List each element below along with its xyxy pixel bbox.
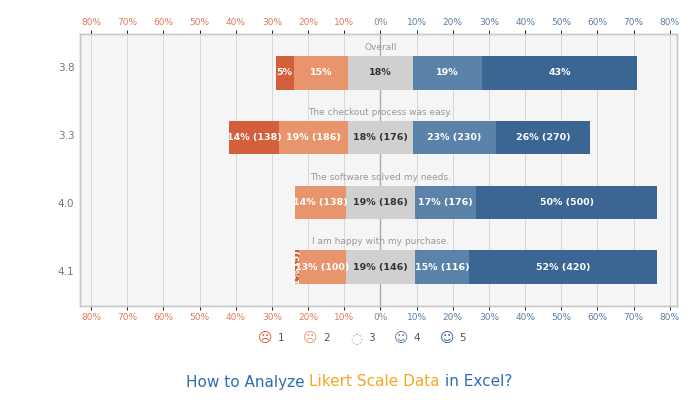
- Text: ☹: ☹: [258, 331, 272, 345]
- Bar: [348, 121, 413, 154]
- Text: 3.3: 3.3: [58, 131, 74, 141]
- Text: 5%: 5%: [276, 68, 292, 77]
- Text: 3.8: 3.8: [58, 63, 74, 73]
- Text: 15% (116): 15% (116): [415, 263, 469, 272]
- Text: 15%: 15%: [309, 68, 332, 77]
- Bar: [469, 250, 657, 284]
- Bar: [228, 121, 279, 154]
- Text: Overall: Overall: [364, 43, 396, 52]
- Text: 19%: 19%: [436, 68, 459, 77]
- Text: 18%: 18%: [369, 68, 392, 77]
- Text: Likert Scale Data: Likert Scale Data: [309, 374, 445, 390]
- Text: 50% (500): 50% (500): [540, 198, 594, 207]
- Text: 1: 1: [278, 333, 284, 343]
- Text: in Excel?: in Excel?: [445, 374, 512, 390]
- Bar: [496, 121, 591, 154]
- Bar: [294, 56, 348, 90]
- Text: ☺: ☺: [394, 331, 408, 345]
- Bar: [413, 121, 496, 154]
- Bar: [415, 186, 476, 219]
- Text: 4.0: 4.0: [58, 199, 74, 209]
- Bar: [295, 186, 346, 219]
- Text: The checkout process was easy.: The checkout process was easy.: [309, 108, 452, 117]
- Bar: [299, 250, 346, 284]
- Text: 3: 3: [369, 333, 375, 343]
- Bar: [346, 186, 415, 219]
- Text: 43%: 43%: [548, 68, 571, 77]
- Bar: [415, 250, 469, 284]
- Bar: [348, 56, 413, 90]
- Text: How to Analyze: How to Analyze: [186, 374, 309, 390]
- Bar: [482, 56, 637, 90]
- Text: 23% (230): 23% (230): [427, 133, 482, 142]
- Text: 19% (186): 19% (186): [353, 198, 408, 207]
- Bar: [413, 56, 482, 90]
- Text: I am happy with my purchase.: I am happy with my purchase.: [312, 238, 449, 246]
- Text: 13% (100): 13% (100): [295, 263, 350, 272]
- Text: ◌: ◌: [350, 331, 362, 345]
- Text: 26% (270): 26% (270): [516, 133, 570, 142]
- Text: ☺: ☺: [440, 331, 454, 345]
- Text: 1% (5): 1% (5): [292, 250, 302, 284]
- Bar: [276, 56, 294, 90]
- Bar: [476, 186, 657, 219]
- Text: 19% (146): 19% (146): [353, 263, 408, 272]
- Text: 2: 2: [323, 333, 329, 343]
- Text: 4: 4: [414, 333, 420, 343]
- Text: 5: 5: [459, 333, 466, 343]
- Text: 19% (186): 19% (186): [286, 133, 341, 142]
- Text: 14% (138): 14% (138): [227, 133, 281, 142]
- Bar: [295, 250, 299, 284]
- Text: 18% (176): 18% (176): [353, 133, 408, 142]
- Text: 17% (176): 17% (176): [418, 198, 473, 207]
- Text: 14% (138): 14% (138): [293, 198, 348, 207]
- Bar: [279, 121, 348, 154]
- Text: ☹: ☹: [304, 331, 318, 345]
- Text: 4.1: 4.1: [58, 267, 74, 277]
- Text: The software solved my needs.: The software solved my needs.: [310, 173, 451, 182]
- Text: 52% (420): 52% (420): [536, 263, 591, 272]
- Bar: [346, 250, 415, 284]
